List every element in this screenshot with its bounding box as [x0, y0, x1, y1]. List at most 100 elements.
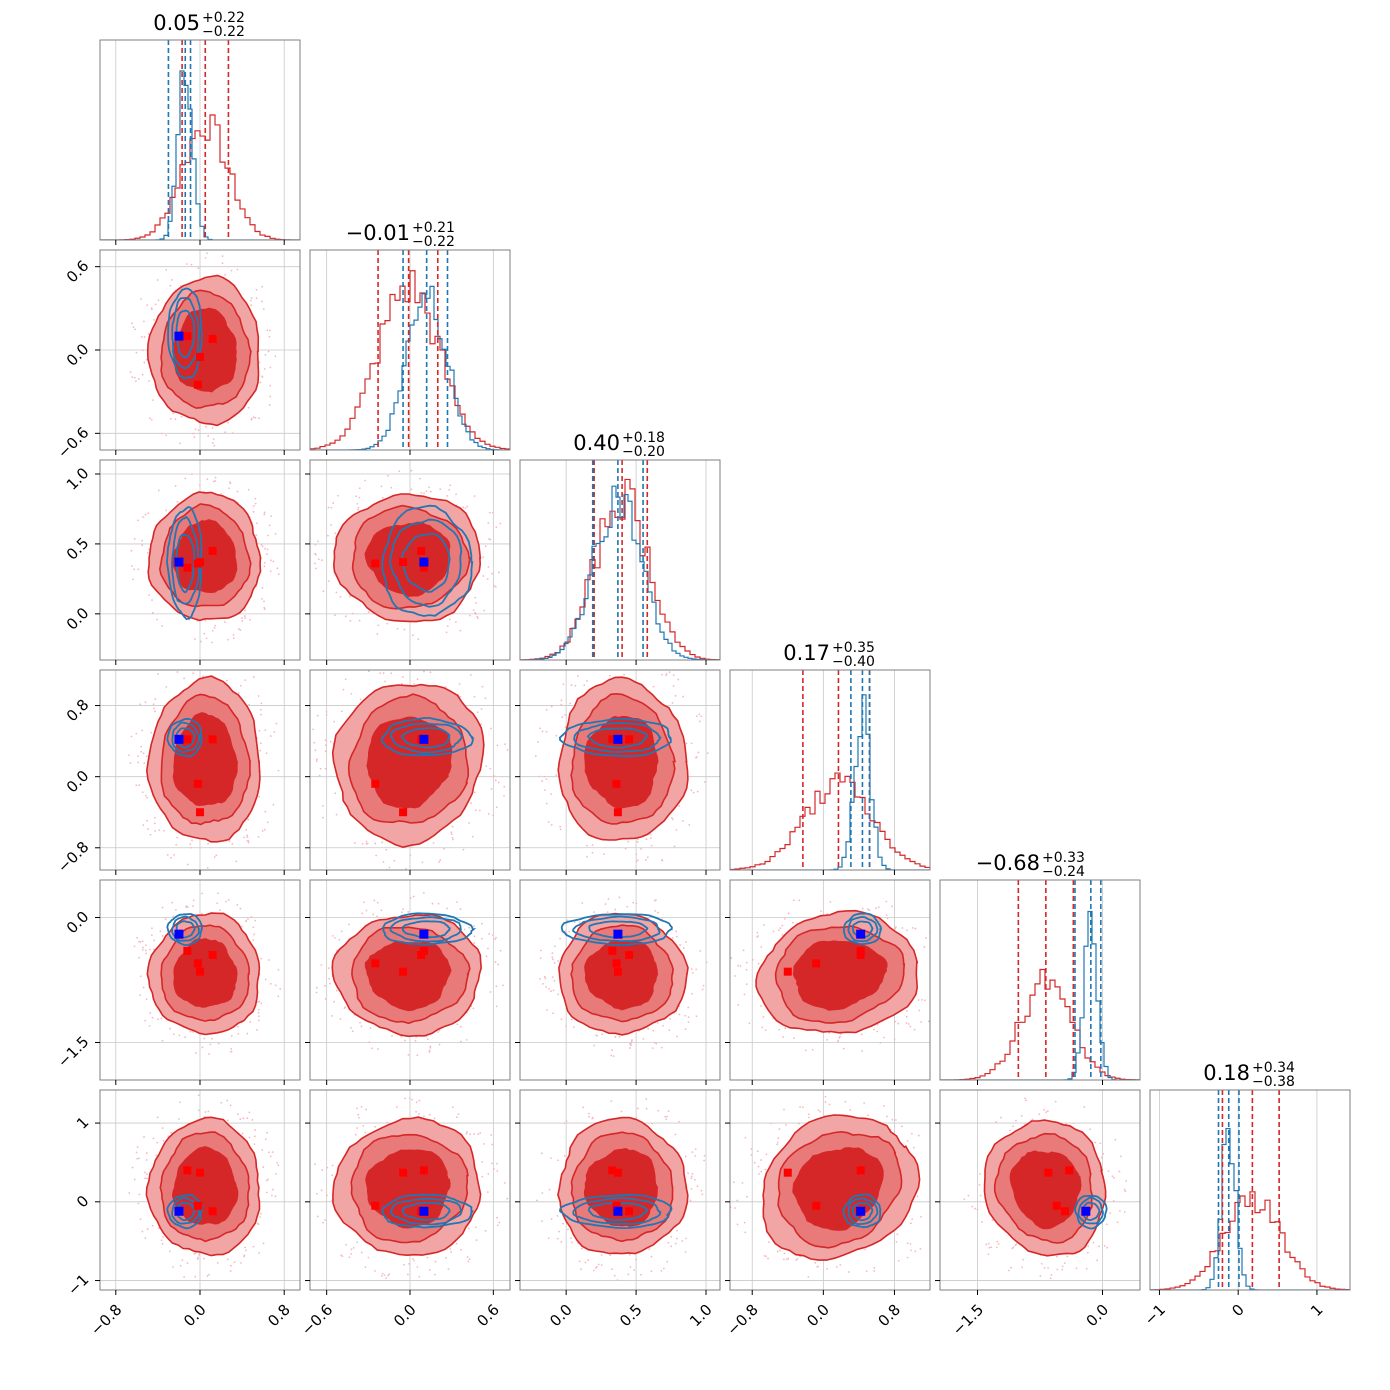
scatter-point — [437, 902, 440, 905]
x-tick-label: −0.8 — [723, 1301, 761, 1339]
scatter-point — [139, 703, 142, 706]
scatter-point — [564, 726, 567, 729]
scatter-point — [161, 935, 164, 937]
scatter-point — [141, 373, 144, 376]
scatter-point — [137, 1202, 140, 1205]
scatter-point — [410, 469, 413, 472]
scatter-point — [547, 1237, 550, 1240]
scatter-point — [561, 716, 564, 719]
scatter-point — [406, 1273, 409, 1276]
scatter-point — [741, 1181, 744, 1184]
scatter-point — [681, 1240, 684, 1242]
scatter-point — [322, 804, 324, 807]
contour-panel-3-2 — [515, 667, 721, 875]
scatter-point — [879, 1041, 882, 1044]
scatter-point — [334, 532, 337, 535]
blue-marker — [419, 1206, 429, 1216]
scatter-point — [348, 1256, 351, 1259]
scatter-point — [149, 948, 151, 951]
scatter-point — [330, 506, 333, 509]
scatter-point — [967, 1194, 970, 1197]
scatter-point — [536, 1199, 538, 1202]
scatter-point — [213, 856, 216, 858]
scatter-point — [690, 968, 693, 970]
scatter-point — [861, 907, 864, 910]
scatter-point — [249, 1021, 252, 1023]
scatter-point — [157, 299, 160, 302]
scatter-point — [1112, 1200, 1115, 1202]
red-contour-inner — [364, 521, 451, 598]
y-tick-label: 0.8 — [63, 696, 93, 726]
scatter-point — [746, 1195, 748, 1198]
scatter-point — [367, 611, 370, 613]
scatter-point — [267, 534, 269, 537]
hist-title-1: −0.01 +0.21−0.22 — [346, 220, 455, 250]
scatter-point — [258, 417, 260, 420]
scatter-point — [923, 946, 926, 948]
scatter-point — [139, 1218, 142, 1221]
scatter-point — [674, 694, 677, 697]
scatter-point — [481, 685, 484, 688]
scatter-point — [918, 1009, 921, 1012]
scatter-point — [451, 825, 454, 828]
scatter-point — [189, 846, 192, 849]
scatter-point — [185, 905, 188, 907]
scatter-point — [143, 336, 146, 338]
scatter-point — [184, 1036, 187, 1038]
scatter-point — [141, 544, 144, 547]
scatter-point — [246, 836, 249, 839]
scatter-point — [219, 909, 221, 912]
scatter-point — [785, 1258, 788, 1261]
scatter-point — [261, 375, 264, 378]
scatter-point — [324, 744, 327, 747]
scatter-point — [233, 1261, 236, 1264]
scatter-point — [793, 1037, 795, 1040]
scatter-point — [240, 617, 243, 619]
scatter-point — [245, 1249, 247, 1252]
scatter-point — [357, 506, 360, 509]
scatter-point — [142, 516, 144, 518]
scatter-point — [439, 488, 442, 490]
scatter-point — [374, 842, 376, 845]
scatter-point — [186, 263, 188, 265]
scatter-point — [552, 989, 555, 992]
scatter-point — [487, 947, 489, 950]
scatter-point — [701, 1193, 704, 1196]
scatter-point — [677, 1120, 680, 1123]
scatter-point — [1050, 1274, 1053, 1276]
scatter-point — [213, 444, 216, 447]
scatter-point — [631, 1039, 633, 1041]
scatter-point — [534, 755, 537, 758]
scatter-point — [468, 1258, 471, 1260]
scatter-point — [865, 1270, 868, 1273]
scatter-point — [499, 949, 502, 952]
scatter-point — [191, 473, 193, 476]
red-marker — [625, 951, 634, 959]
x-tick-label: 0.8 — [875, 1301, 905, 1331]
scatter-point — [541, 780, 544, 782]
scatter-point — [448, 618, 451, 621]
scatter-point — [131, 322, 134, 325]
scatter-point — [413, 683, 416, 685]
scatter-point — [630, 667, 632, 669]
scatter-point — [257, 695, 260, 697]
scatter-point — [349, 619, 352, 622]
contour-panel-3-0: −0.80.00.8 — [54, 669, 301, 876]
scatter-point — [562, 1222, 564, 1225]
scatter-point — [838, 1036, 841, 1039]
scatter-point — [610, 1100, 613, 1103]
scatter-point — [762, 1015, 765, 1018]
scatter-point — [486, 578, 489, 580]
scatter-point — [186, 863, 189, 866]
scatter-point — [636, 841, 639, 843]
scatter-point — [423, 1115, 425, 1118]
scatter-point — [555, 774, 558, 777]
scatter-point — [137, 519, 139, 522]
scatter-point — [836, 1266, 838, 1268]
scatter-point — [1107, 1170, 1110, 1173]
scatter-point — [490, 727, 492, 730]
panel-frame — [939, 1089, 1141, 1291]
scatter-point — [459, 695, 462, 698]
scatter-point — [159, 930, 162, 933]
scatter-point — [839, 1264, 842, 1266]
